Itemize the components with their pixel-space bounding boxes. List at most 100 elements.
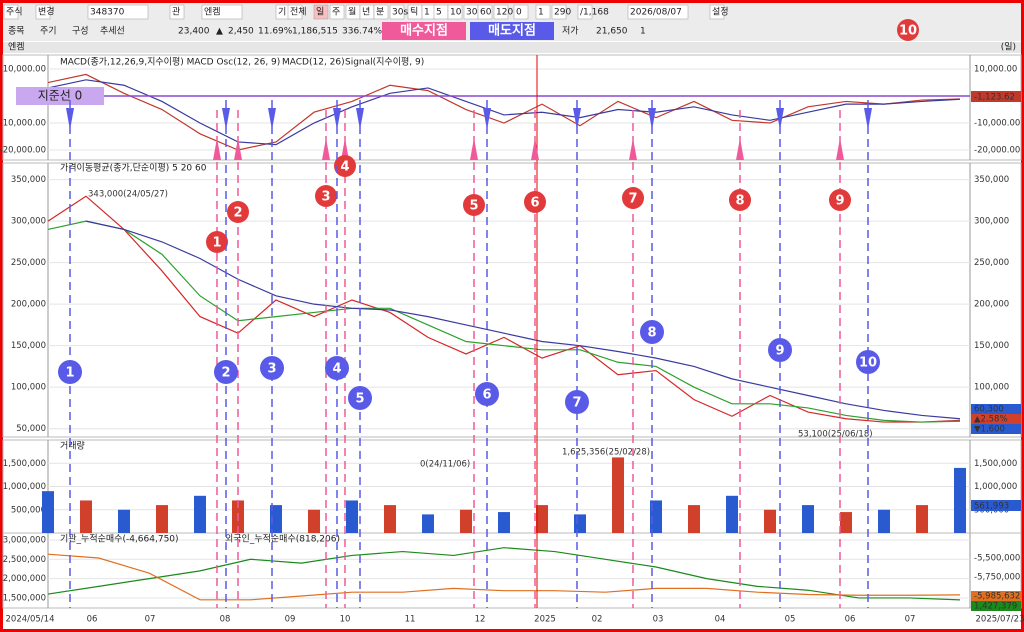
toolbar-text: 추세선: [100, 26, 125, 37]
toolbar-button[interactable]: [447, 4, 463, 20]
toolbar-button[interactable]: [709, 4, 725, 20]
y-tick-label: -20,000.00: [0, 146, 46, 156]
zero-label-bg: [16, 87, 104, 105]
toolbar-button[interactable]: [389, 4, 405, 20]
sell-circle: [348, 386, 372, 410]
period: (일): [1001, 42, 1016, 53]
toolbar-button[interactable]: [551, 4, 567, 20]
legend-signal: Signal(지수이평, 9): [345, 57, 424, 68]
header-bar: [3, 42, 1021, 53]
volume-bar: [916, 505, 928, 533]
toolbar-button[interactable]: [477, 4, 493, 20]
volume-bar: [80, 500, 92, 533]
volume-bar: [574, 514, 586, 533]
y-tick-label-right: 150,000: [974, 341, 1009, 351]
charts: 주식 변경 348370 관 엔켐 기 전체 일 주 월 년 분 30s 틱 1 5 10 30 60 120 0 1 29…: [0, 4, 1024, 625]
toolbar-button[interactable]: [87, 4, 149, 20]
toolbar-button[interactable]: [627, 4, 689, 20]
toolbar-button[interactable]: [577, 4, 593, 20]
toolbar-text: 348370: [90, 8, 125, 18]
buy-number: 8: [735, 194, 744, 209]
toolbar-button[interactable]: [35, 4, 51, 20]
toolbar-text: 30s: [392, 8, 408, 18]
volume-bar: [650, 500, 662, 533]
toolbar-button[interactable]: [201, 4, 243, 20]
toolbar-text: 2,450: [228, 27, 254, 37]
x-tick-label: 07: [905, 615, 916, 625]
y-tick-label: 50,000: [16, 424, 46, 434]
toolbar-text: 구성: [72, 26, 89, 37]
toolbar-button[interactable]: [373, 4, 389, 20]
y-tick-label-right: 10,000.00: [974, 65, 1017, 75]
annotation: 53,100(25/06/18): [798, 430, 873, 440]
sell-arrow: [483, 108, 491, 130]
buy-circle: [463, 194, 485, 216]
toolbar-text: 1: [640, 27, 646, 37]
buy-arrow: [470, 138, 478, 160]
sell-circle: [214, 360, 238, 384]
toolbar-text: 60: [480, 8, 492, 18]
y-tick-label-right: -20,000.00: [974, 146, 1020, 156]
toolbar-button[interactable]: [493, 4, 509, 20]
volume-bar: [270, 505, 282, 533]
panel-title: 가격이동평균(종가,단순이평) 5 20 60: [60, 162, 207, 174]
buy-number: 6: [530, 196, 539, 211]
buy-label-bg: [382, 22, 466, 40]
sell-circle: [640, 320, 664, 344]
y-tick-label: 500,000: [11, 505, 46, 515]
volume-bar: [384, 505, 396, 533]
x-tick-label: 06: [87, 615, 98, 625]
volume-bar: [118, 509, 130, 533]
x-tick-label: 2025: [534, 615, 556, 625]
last-label-bg: [971, 424, 1021, 434]
toolbar-text: 설정: [712, 7, 729, 18]
series-line: [47, 553, 961, 601]
buy-arrow: [341, 138, 349, 160]
x-tick-label: 2025/07/23: [976, 615, 1024, 625]
toolbar-text: /1,168: [580, 8, 609, 18]
volume-bar: [802, 505, 814, 533]
toolbar-text: 21,650: [596, 27, 628, 37]
y-tick-label: 2,000,000: [3, 574, 46, 584]
volume-bar: [308, 509, 320, 533]
buy-circle: [206, 231, 228, 253]
last-label-bg: [971, 414, 1021, 424]
x-tick-label: 2024/05/14: [6, 615, 55, 625]
toolbar-button[interactable]: [535, 4, 551, 20]
toolbar-button[interactable]: [287, 4, 303, 20]
annotation: 343,000(24/05/27): [88, 190, 168, 200]
sell-arrow: [776, 108, 784, 130]
volume-bar: [460, 509, 472, 533]
toolbar-text: 전체: [290, 7, 307, 18]
y-tick-label: 350,000: [11, 175, 46, 185]
y-tick-label: 1,500,000: [3, 459, 46, 469]
toolbar-button[interactable]: [3, 4, 19, 20]
toolbar-text: 10: [450, 8, 462, 18]
toolbar-button[interactable]: [313, 4, 329, 20]
legend-macd: MACD(12, 26): [282, 58, 345, 68]
buy-label: 매수지점: [400, 24, 448, 39]
toolbar-text: 일: [316, 7, 324, 18]
buy-number: 1: [212, 236, 221, 251]
toolbar-text: 기: [278, 7, 286, 18]
sell-number: 5: [355, 392, 364, 407]
buy-arrow: [322, 138, 330, 160]
y2-tick-label: -5,750,000: [974, 572, 1020, 582]
buy-number: 3: [321, 190, 330, 205]
x-tick-label: 04: [715, 615, 726, 625]
buy-circle: [829, 189, 851, 211]
x-tick-label: 07: [145, 615, 156, 625]
y-tick-label-right: 100,000: [974, 383, 1009, 393]
last-label: ▲2.58%: [974, 415, 1008, 425]
toolbar-button[interactable]: [329, 4, 345, 20]
toolbar-text: 주: [332, 7, 340, 18]
toolbar-button[interactable]: [169, 4, 185, 20]
x-tick-label: 05: [785, 615, 796, 625]
x-tick-label: 08: [220, 615, 231, 625]
buy-circle: [334, 155, 356, 177]
toolbar-button[interactable]: [513, 4, 529, 20]
volume-bar: [346, 500, 358, 533]
y-tick-label-right: 1,000,000: [974, 482, 1017, 492]
toolbar-text: 저가: [562, 26, 579, 37]
y-tick-label: -10,000.00: [0, 119, 46, 129]
